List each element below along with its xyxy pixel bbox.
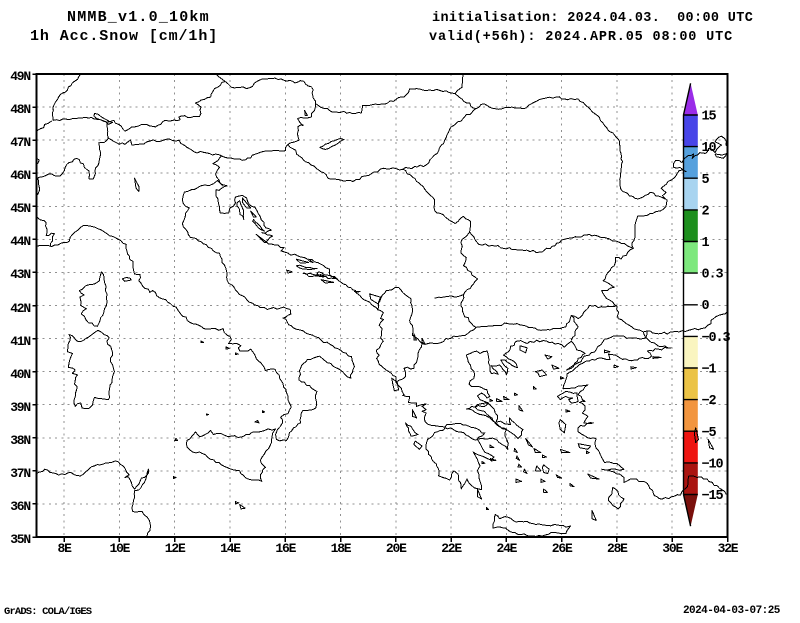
svg-text:5: 5 xyxy=(702,173,710,188)
svg-text:−15: −15 xyxy=(702,489,724,504)
svg-text:2: 2 xyxy=(702,204,710,219)
svg-text:−0.3: −0.3 xyxy=(702,331,731,346)
svg-text:0.3: 0.3 xyxy=(702,268,724,283)
svg-text:10: 10 xyxy=(702,141,717,156)
svg-text:−1: −1 xyxy=(702,363,717,378)
svg-text:−5: −5 xyxy=(702,426,717,441)
svg-text:−10: −10 xyxy=(702,457,724,472)
svg-text:0: 0 xyxy=(702,299,710,314)
svg-text:1: 1 xyxy=(702,236,710,251)
svg-text:−2: −2 xyxy=(702,394,717,409)
svg-text:15: 15 xyxy=(702,110,717,125)
